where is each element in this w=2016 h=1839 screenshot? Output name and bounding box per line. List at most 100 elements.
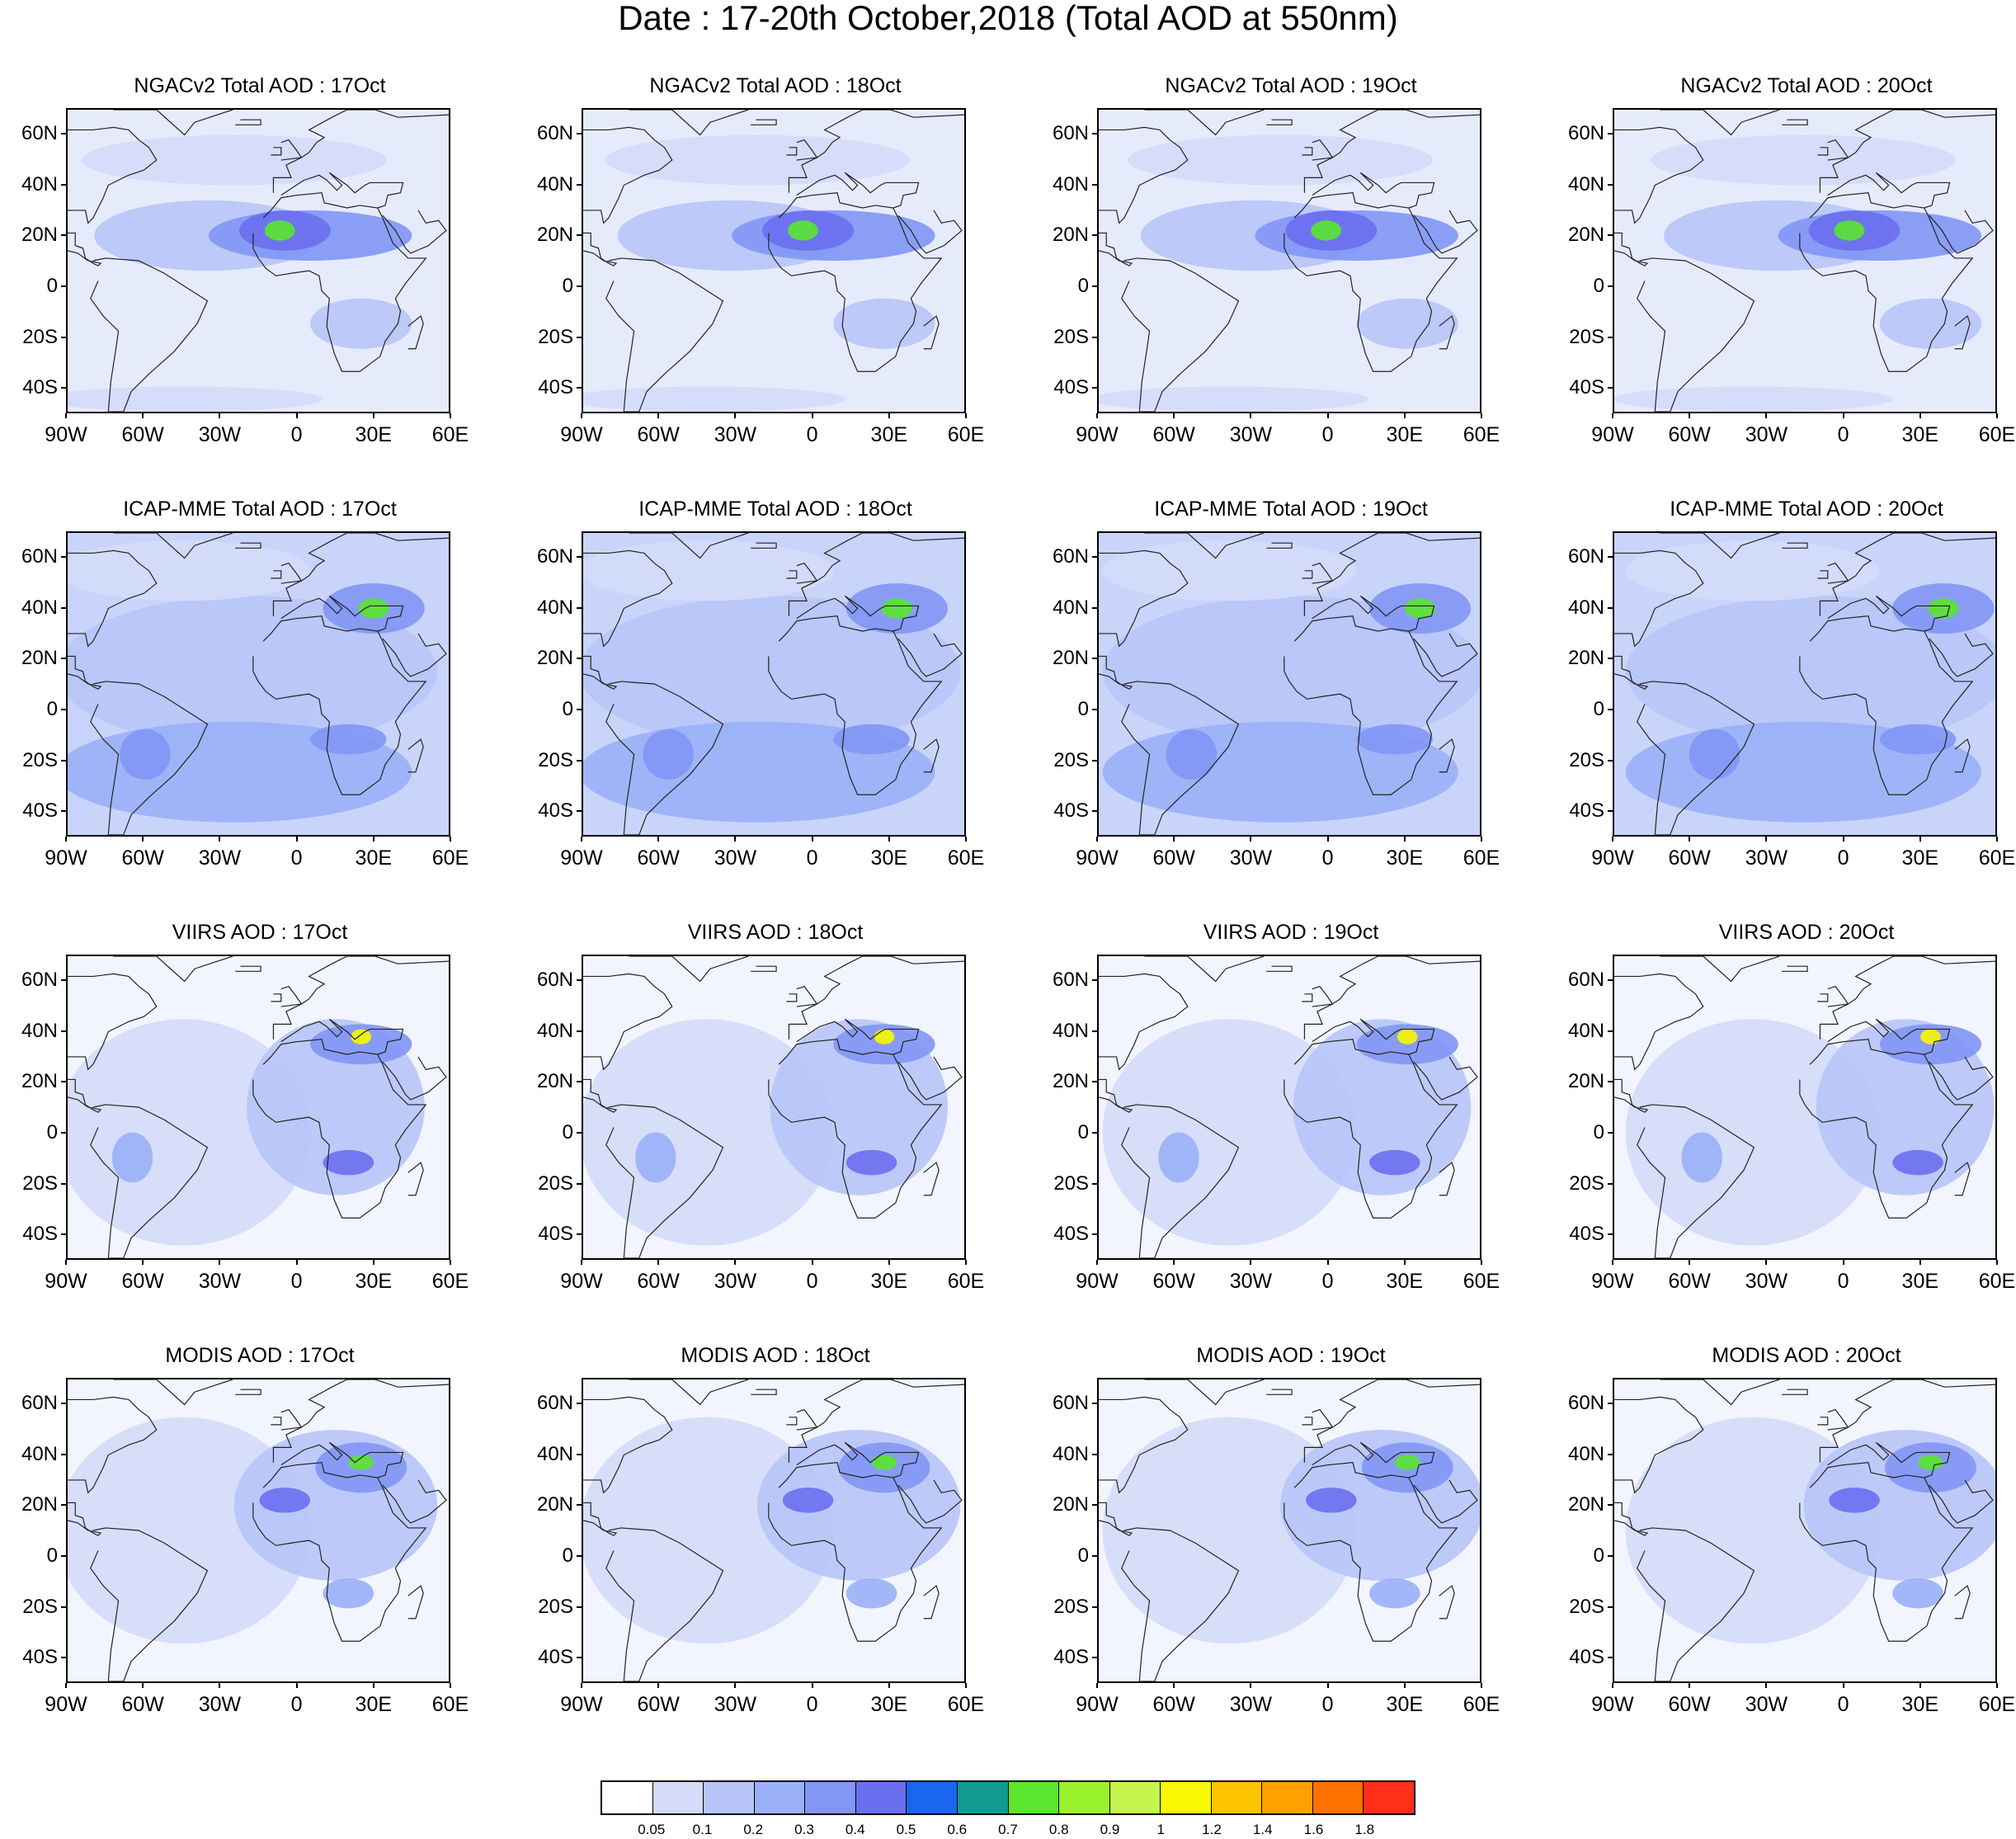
colorbar-label: 1.2 — [1202, 1822, 1222, 1837]
aod-plume — [1892, 1149, 1943, 1176]
coastline — [1954, 738, 1971, 773]
aod-map — [582, 1378, 966, 1683]
coastline — [1312, 1441, 1435, 1478]
map-panel: MODIS AOD : 17Oct 60N 40N 20N 0 20S 40S 90W 60W 3… — [8, 1342, 503, 1747]
coastline — [1660, 110, 1780, 136]
coastline — [605, 681, 724, 835]
aod-map — [1097, 1378, 1481, 1683]
coastline — [280, 172, 404, 209]
colorbar-swatch — [1211, 1782, 1263, 1813]
lon-tick-label: 60E — [1978, 1693, 2016, 1716]
coastline — [1614, 1502, 1649, 1536]
aod-field — [1614, 956, 1995, 1258]
lon-tick — [1403, 413, 1406, 418]
aod-plume — [81, 134, 387, 186]
lon-tick — [1996, 837, 1998, 842]
lat-tick-label: 0 — [562, 1120, 573, 1143]
lat-tick-label: 40S — [1569, 799, 1604, 823]
lon-tick — [450, 1260, 451, 1265]
colorbar-label: 1.6 — [1303, 1822, 1324, 1837]
coastline — [90, 257, 209, 412]
aod-plume — [111, 1132, 153, 1183]
aod-map — [66, 531, 450, 837]
lon-tick-label: 60E — [947, 423, 985, 446]
coastline — [583, 973, 673, 1071]
coastline — [605, 257, 724, 412]
lon-tick-label: 60E — [1463, 423, 1500, 446]
coastline — [768, 615, 943, 795]
colorbar-label: 0.8 — [1048, 1822, 1069, 1837]
aod-plume — [874, 1029, 895, 1044]
coastline — [1413, 633, 1478, 677]
lon-tick — [372, 1260, 374, 1265]
lon-tick-label: 0 — [1321, 1693, 1334, 1716]
coastline — [235, 542, 261, 549]
colorbar-swatch — [907, 1782, 958, 1813]
coastline — [788, 110, 964, 193]
map-panel: MODIS AOD : 18Oct 60N 40N 20N 0 20S 40S 90W 60W 3… — [524, 1342, 1019, 1747]
lat-tick-label: 0 — [1593, 697, 1604, 720]
coastline — [1799, 615, 1974, 795]
lat-tick-label: 40N — [536, 1019, 573, 1042]
panel-title: MODIS AOD : 20Oct — [1712, 1344, 1901, 1367]
aod-plume — [323, 1577, 374, 1609]
lat-tick-label: 0 — [562, 274, 573, 297]
lon-tick-label: 60W — [1668, 1270, 1711, 1293]
coastline — [1614, 1396, 1704, 1494]
coastline — [751, 965, 777, 972]
coastline — [1099, 1078, 1133, 1113]
lat-tick — [61, 285, 66, 287]
lat-tick — [1092, 978, 1097, 981]
coastline — [796, 139, 818, 161]
lat-tick — [61, 1554, 66, 1557]
coastline — [235, 119, 261, 125]
coastline — [1099, 549, 1189, 648]
coastline — [68, 655, 102, 690]
lon-tick — [1996, 413, 1998, 418]
coastline — [1144, 956, 1265, 983]
coastline — [1827, 1408, 1849, 1431]
coastline — [751, 542, 777, 549]
aod-plume — [1102, 596, 1480, 747]
coastline — [235, 1389, 261, 1395]
lon-tick — [1173, 837, 1175, 842]
lat-tick-label: 20S — [538, 325, 573, 348]
aod-plume — [871, 1455, 897, 1470]
lon-tick — [65, 1260, 67, 1265]
lat-tick-label: 20N — [1567, 647, 1604, 670]
lon-tick — [811, 1260, 813, 1265]
lat-tick-label: 0 — [562, 697, 573, 720]
coastline — [1637, 1104, 1755, 1258]
lon-tick-label: 90W — [560, 1693, 603, 1716]
lon-tick-label: 30W — [1745, 423, 1788, 446]
coastline — [68, 1078, 102, 1113]
lat-tick-label: 20N — [1567, 1070, 1604, 1093]
lon-tick — [888, 837, 890, 842]
aod-field — [583, 1379, 964, 1681]
lat-tick — [1608, 1606, 1613, 1608]
lat-tick-label: 60N — [1567, 1391, 1604, 1414]
lat-tick — [577, 1504, 582, 1507]
lon-tick-label: 30W — [714, 1693, 757, 1716]
lat-tick — [1608, 708, 1613, 710]
coastline — [1312, 595, 1435, 632]
coastline — [923, 738, 940, 773]
aod-plume — [1102, 1019, 1357, 1246]
coastline — [1099, 655, 1133, 690]
coastline — [1827, 139, 1849, 161]
coastline — [68, 126, 158, 224]
lon-tick — [372, 1683, 374, 1688]
lon-tick — [1481, 1683, 1482, 1688]
lat-tick-label: 40S — [1053, 1223, 1089, 1246]
aod-field — [1614, 110, 1995, 412]
lon-tick-label: 0 — [1321, 846, 1334, 870]
lon-tick-label: 0 — [806, 846, 818, 870]
lat-tick — [1608, 234, 1613, 237]
lon-tick — [1250, 837, 1252, 842]
lon-tick-label: 30W — [714, 1270, 757, 1293]
lon-tick — [581, 1260, 582, 1265]
coastline — [583, 549, 673, 648]
lon-tick-label: 60E — [431, 1693, 469, 1716]
lat-tick-label: 20N — [536, 1070, 573, 1093]
lat-tick-label: 20S — [1569, 1595, 1604, 1618]
